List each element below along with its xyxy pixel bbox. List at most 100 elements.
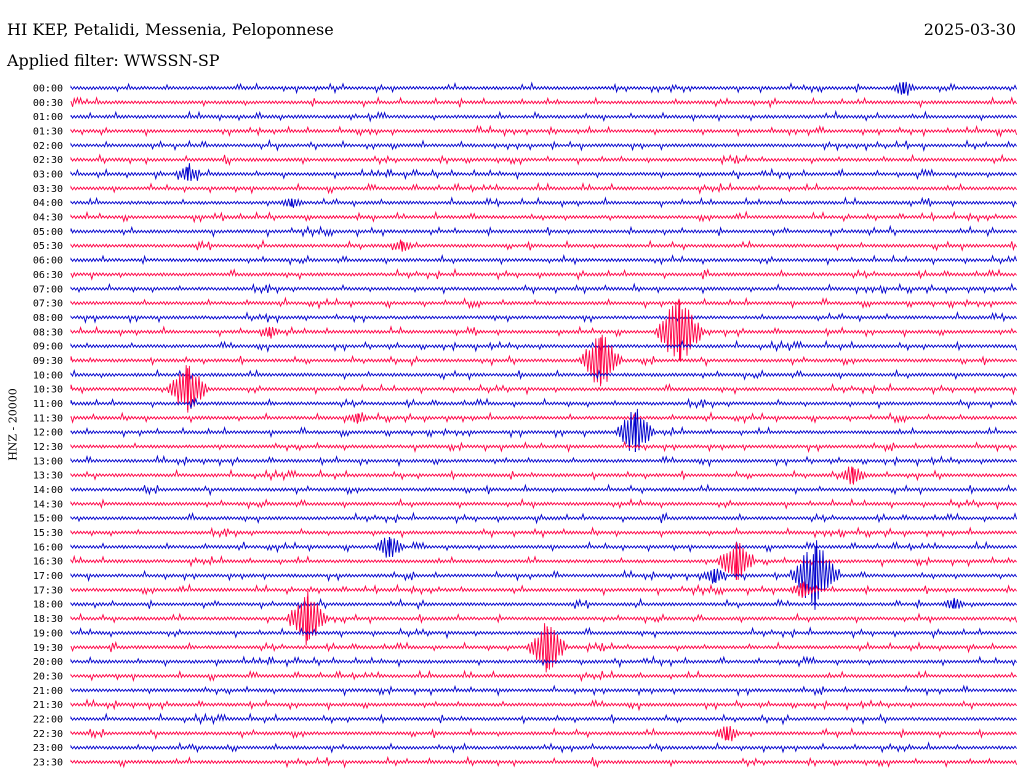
- trace-1300: [70, 454, 1017, 468]
- row-label: 07:30: [33, 299, 63, 310]
- row-label: 17:30: [33, 585, 63, 596]
- row-label: 14:00: [33, 485, 63, 496]
- trace-2130: [70, 698, 1017, 712]
- row-label: 04:00: [33, 198, 63, 209]
- row-label: 02:30: [33, 155, 63, 166]
- trace-2200: [70, 712, 1017, 726]
- trace-0630: [70, 267, 1017, 281]
- trace-0000: [70, 81, 1018, 96]
- trace-0300: [70, 163, 1017, 181]
- row-label: 13:30: [33, 471, 63, 482]
- row-label: 23:30: [33, 757, 63, 768]
- trace-0600: [70, 254, 1018, 266]
- trace-1100: [70, 397, 1017, 410]
- station-title: HI KEP, Petalidi, Messenia, Peloponnese: [7, 20, 334, 39]
- trace-2000: [70, 655, 1017, 669]
- row-label: 12:00: [33, 428, 63, 439]
- trace-0700: [70, 282, 1017, 295]
- row-label: 21:30: [33, 700, 63, 711]
- trace-0430: [70, 210, 1017, 224]
- trace-1930: [70, 623, 1017, 673]
- row-label: 19:00: [33, 628, 63, 639]
- row-label: 17:00: [33, 571, 63, 582]
- record-date: 2025-03-30: [923, 20, 1016, 39]
- row-label: 22:00: [33, 714, 63, 725]
- row-label: 16:30: [33, 557, 63, 568]
- trace-1400: [70, 483, 1017, 497]
- trace-0830: [70, 298, 1017, 361]
- row-label: 15:00: [33, 514, 63, 525]
- trace-1430: [70, 497, 1017, 511]
- trace-0030: [70, 96, 1017, 109]
- trace-0400: [70, 196, 1017, 209]
- row-label: 02:00: [33, 141, 63, 152]
- row-label: 22:30: [33, 729, 63, 740]
- row-label: 19:30: [33, 643, 63, 654]
- trace-0930: [70, 334, 1017, 387]
- row-label: 14:30: [33, 499, 63, 510]
- row-label: 00:00: [33, 84, 63, 95]
- row-label: 03:00: [33, 170, 63, 181]
- row-label: 00:30: [33, 98, 63, 109]
- trace-1000: [70, 368, 1017, 381]
- trace-2330: [70, 755, 1018, 769]
- row-label: 13:00: [33, 456, 63, 467]
- row-label: 07:00: [33, 284, 63, 295]
- row-label: 23:00: [33, 743, 63, 754]
- trace-0900: [70, 339, 1018, 353]
- trace-1500: [70, 511, 1018, 525]
- trace-2300: [70, 741, 1017, 754]
- row-label: 03:30: [33, 184, 63, 195]
- row-label: 08:30: [33, 327, 63, 338]
- row-labels: 00:00 00:30 01:00 01:30 02:00 02:30 03:00 03:30…: [33, 84, 63, 769]
- row-label: 06:00: [33, 256, 63, 267]
- trace-0530: [70, 239, 1017, 252]
- row-label: 09:30: [33, 356, 63, 367]
- trace-0230: [70, 153, 1017, 167]
- row-label: 16:00: [33, 542, 63, 553]
- trace-1700: [70, 540, 1017, 610]
- row-label: 10:30: [33, 385, 63, 396]
- row-label: 05:00: [33, 227, 63, 238]
- row-label: 18:30: [33, 614, 63, 625]
- row-label: 08:00: [33, 313, 63, 324]
- row-label: 01:00: [33, 112, 63, 123]
- trace-1130: [70, 411, 1017, 425]
- trace-1530: [70, 526, 1017, 539]
- row-label: 09:00: [33, 342, 63, 353]
- row-label: 05:30: [33, 241, 63, 252]
- row-label: 12:30: [33, 442, 63, 453]
- trace-0330: [70, 181, 1017, 195]
- traces: [70, 81, 1018, 769]
- trace-0730: [70, 296, 1017, 310]
- row-label: 20:00: [33, 657, 63, 668]
- trace-0200: [70, 138, 1017, 152]
- trace-1900: [70, 626, 1017, 640]
- trace-2230: [70, 725, 1017, 742]
- row-label: 15:30: [33, 528, 63, 539]
- row-label: 10:00: [33, 370, 63, 381]
- trace-1600: [70, 537, 1017, 558]
- row-label: 18:00: [33, 600, 63, 611]
- trace-0130: [70, 124, 1018, 138]
- trace-1630: [70, 542, 1017, 580]
- trace-0800: [70, 311, 1017, 324]
- trace-2030: [70, 669, 1017, 683]
- row-label: 11:30: [33, 413, 63, 424]
- row-label: 06:30: [33, 270, 63, 281]
- trace-1800: [70, 597, 1017, 611]
- row-label: 01:30: [33, 127, 63, 138]
- filter-label: Applied filter: WWSSN-SP: [7, 51, 220, 70]
- trace-1730: [70, 581, 1017, 598]
- trace-2100: [70, 684, 1017, 697]
- trace-1200: [70, 408, 1017, 451]
- row-label: 04:30: [33, 213, 63, 224]
- row-label: 21:00: [33, 686, 63, 697]
- trace-0500: [70, 224, 1017, 238]
- trace-1230: [70, 440, 1017, 454]
- trace-1330: [70, 466, 1017, 485]
- trace-1830: [70, 590, 1018, 646]
- trace-1030: [70, 365, 1017, 413]
- row-label: 20:30: [33, 671, 63, 682]
